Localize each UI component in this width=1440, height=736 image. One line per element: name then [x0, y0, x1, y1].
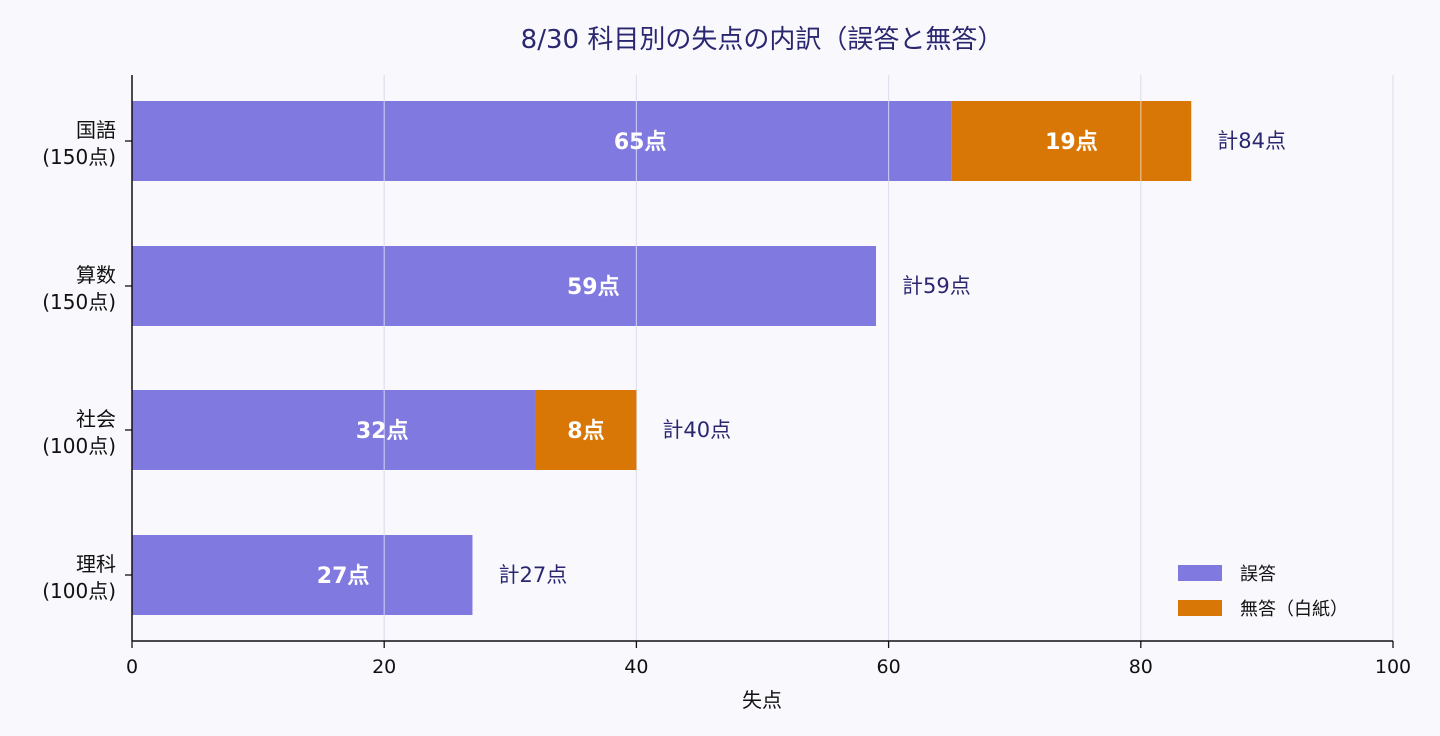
bar-segment: [535, 390, 637, 470]
x-tick-label: 20: [372, 656, 396, 678]
bar-total-label: 計27点: [498, 563, 567, 587]
chart-title: 8/30 科目別の失点の内訳（誤答と無答）: [521, 25, 1004, 55]
legend-label: 無答（白紙）: [1240, 599, 1348, 620]
bars: 65点 19点 計84点 59点 計59点 32点 8点 計40点 27点 計27点: [132, 101, 1286, 615]
y-tick-label: 理科(100点): [42, 552, 116, 603]
bar-total-label: 計40点: [662, 418, 731, 442]
legend-swatch: [1178, 600, 1222, 616]
y-tick-label: 国語(150点): [42, 118, 116, 169]
bar-segment: [132, 390, 536, 470]
bar-value-label: 27点: [317, 563, 370, 589]
axes: [131, 75, 1393, 642]
x-tick-label: 60: [877, 656, 901, 678]
bar-total-label: 計59点: [902, 274, 971, 298]
x-axis-label: 失点: [742, 688, 782, 712]
bar-value-label: 32点: [356, 418, 409, 444]
legend-swatch: [1178, 565, 1222, 581]
x-tick-label: 80: [1129, 656, 1153, 678]
bar-segment: [132, 101, 952, 181]
legend-label: 誤答: [1240, 564, 1276, 585]
category-labels: 国語(150点) 算数(150点) 社会(100点) 理科(100点): [42, 118, 116, 603]
bar-segment: [951, 101, 1192, 181]
bar-value-label: 59点: [567, 274, 620, 300]
y-tick-label: 社会(100点): [42, 407, 116, 458]
bar-segment: [132, 535, 473, 615]
x-ticks: 0 20 40 60 80 100: [125, 140, 1411, 678]
bar-value-label: 65点: [614, 129, 667, 155]
x-tick-label: 100: [1375, 656, 1411, 678]
bar-value-label: 8点: [567, 418, 604, 444]
bar-value-label: 19点: [1045, 129, 1098, 155]
bar-total-label: 計84点: [1217, 129, 1286, 153]
x-tick-label: 0: [126, 656, 138, 678]
x-tick-label: 40: [624, 656, 648, 678]
bar-segment: [132, 246, 876, 326]
y-tick-label: 算数(150点): [42, 263, 116, 314]
